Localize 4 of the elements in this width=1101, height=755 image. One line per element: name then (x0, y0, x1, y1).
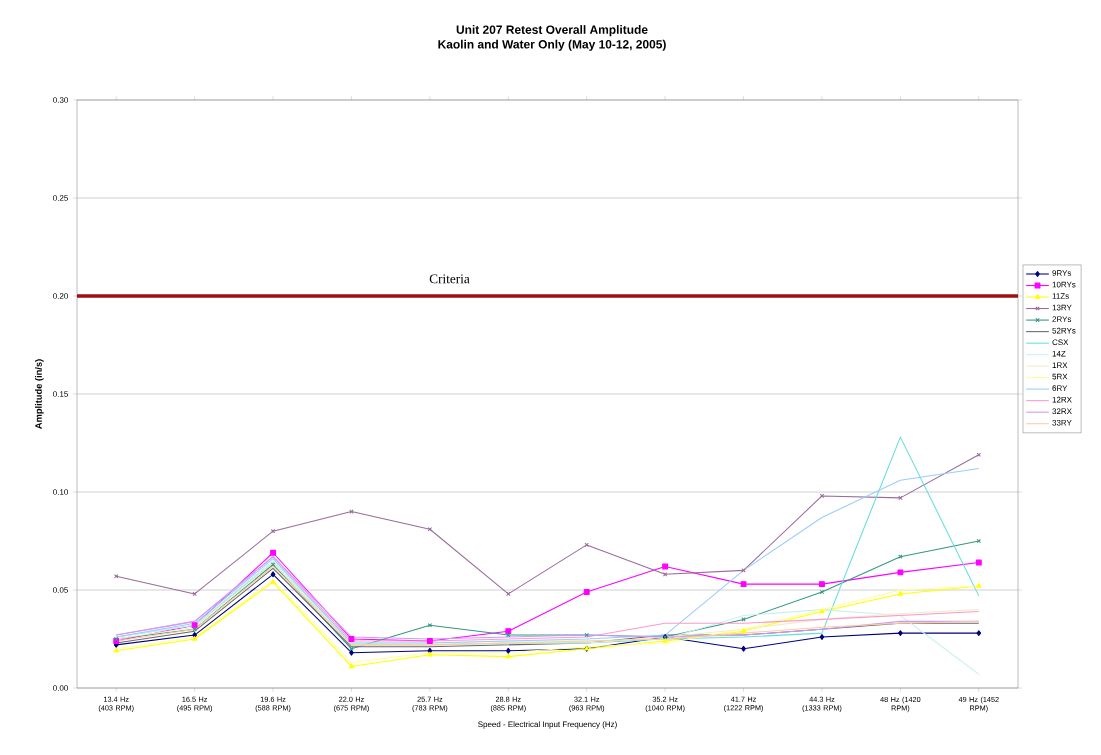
chart-subtitle: Kaolin and Water Only (May 10-12, 2005) (438, 39, 666, 51)
ref-line-label: Criteria (429, 274, 470, 284)
y-axis-title: Amplitude (in/s) (35, 359, 44, 429)
chart-title: Unit 207 Retest Overall Amplitude (456, 25, 648, 37)
